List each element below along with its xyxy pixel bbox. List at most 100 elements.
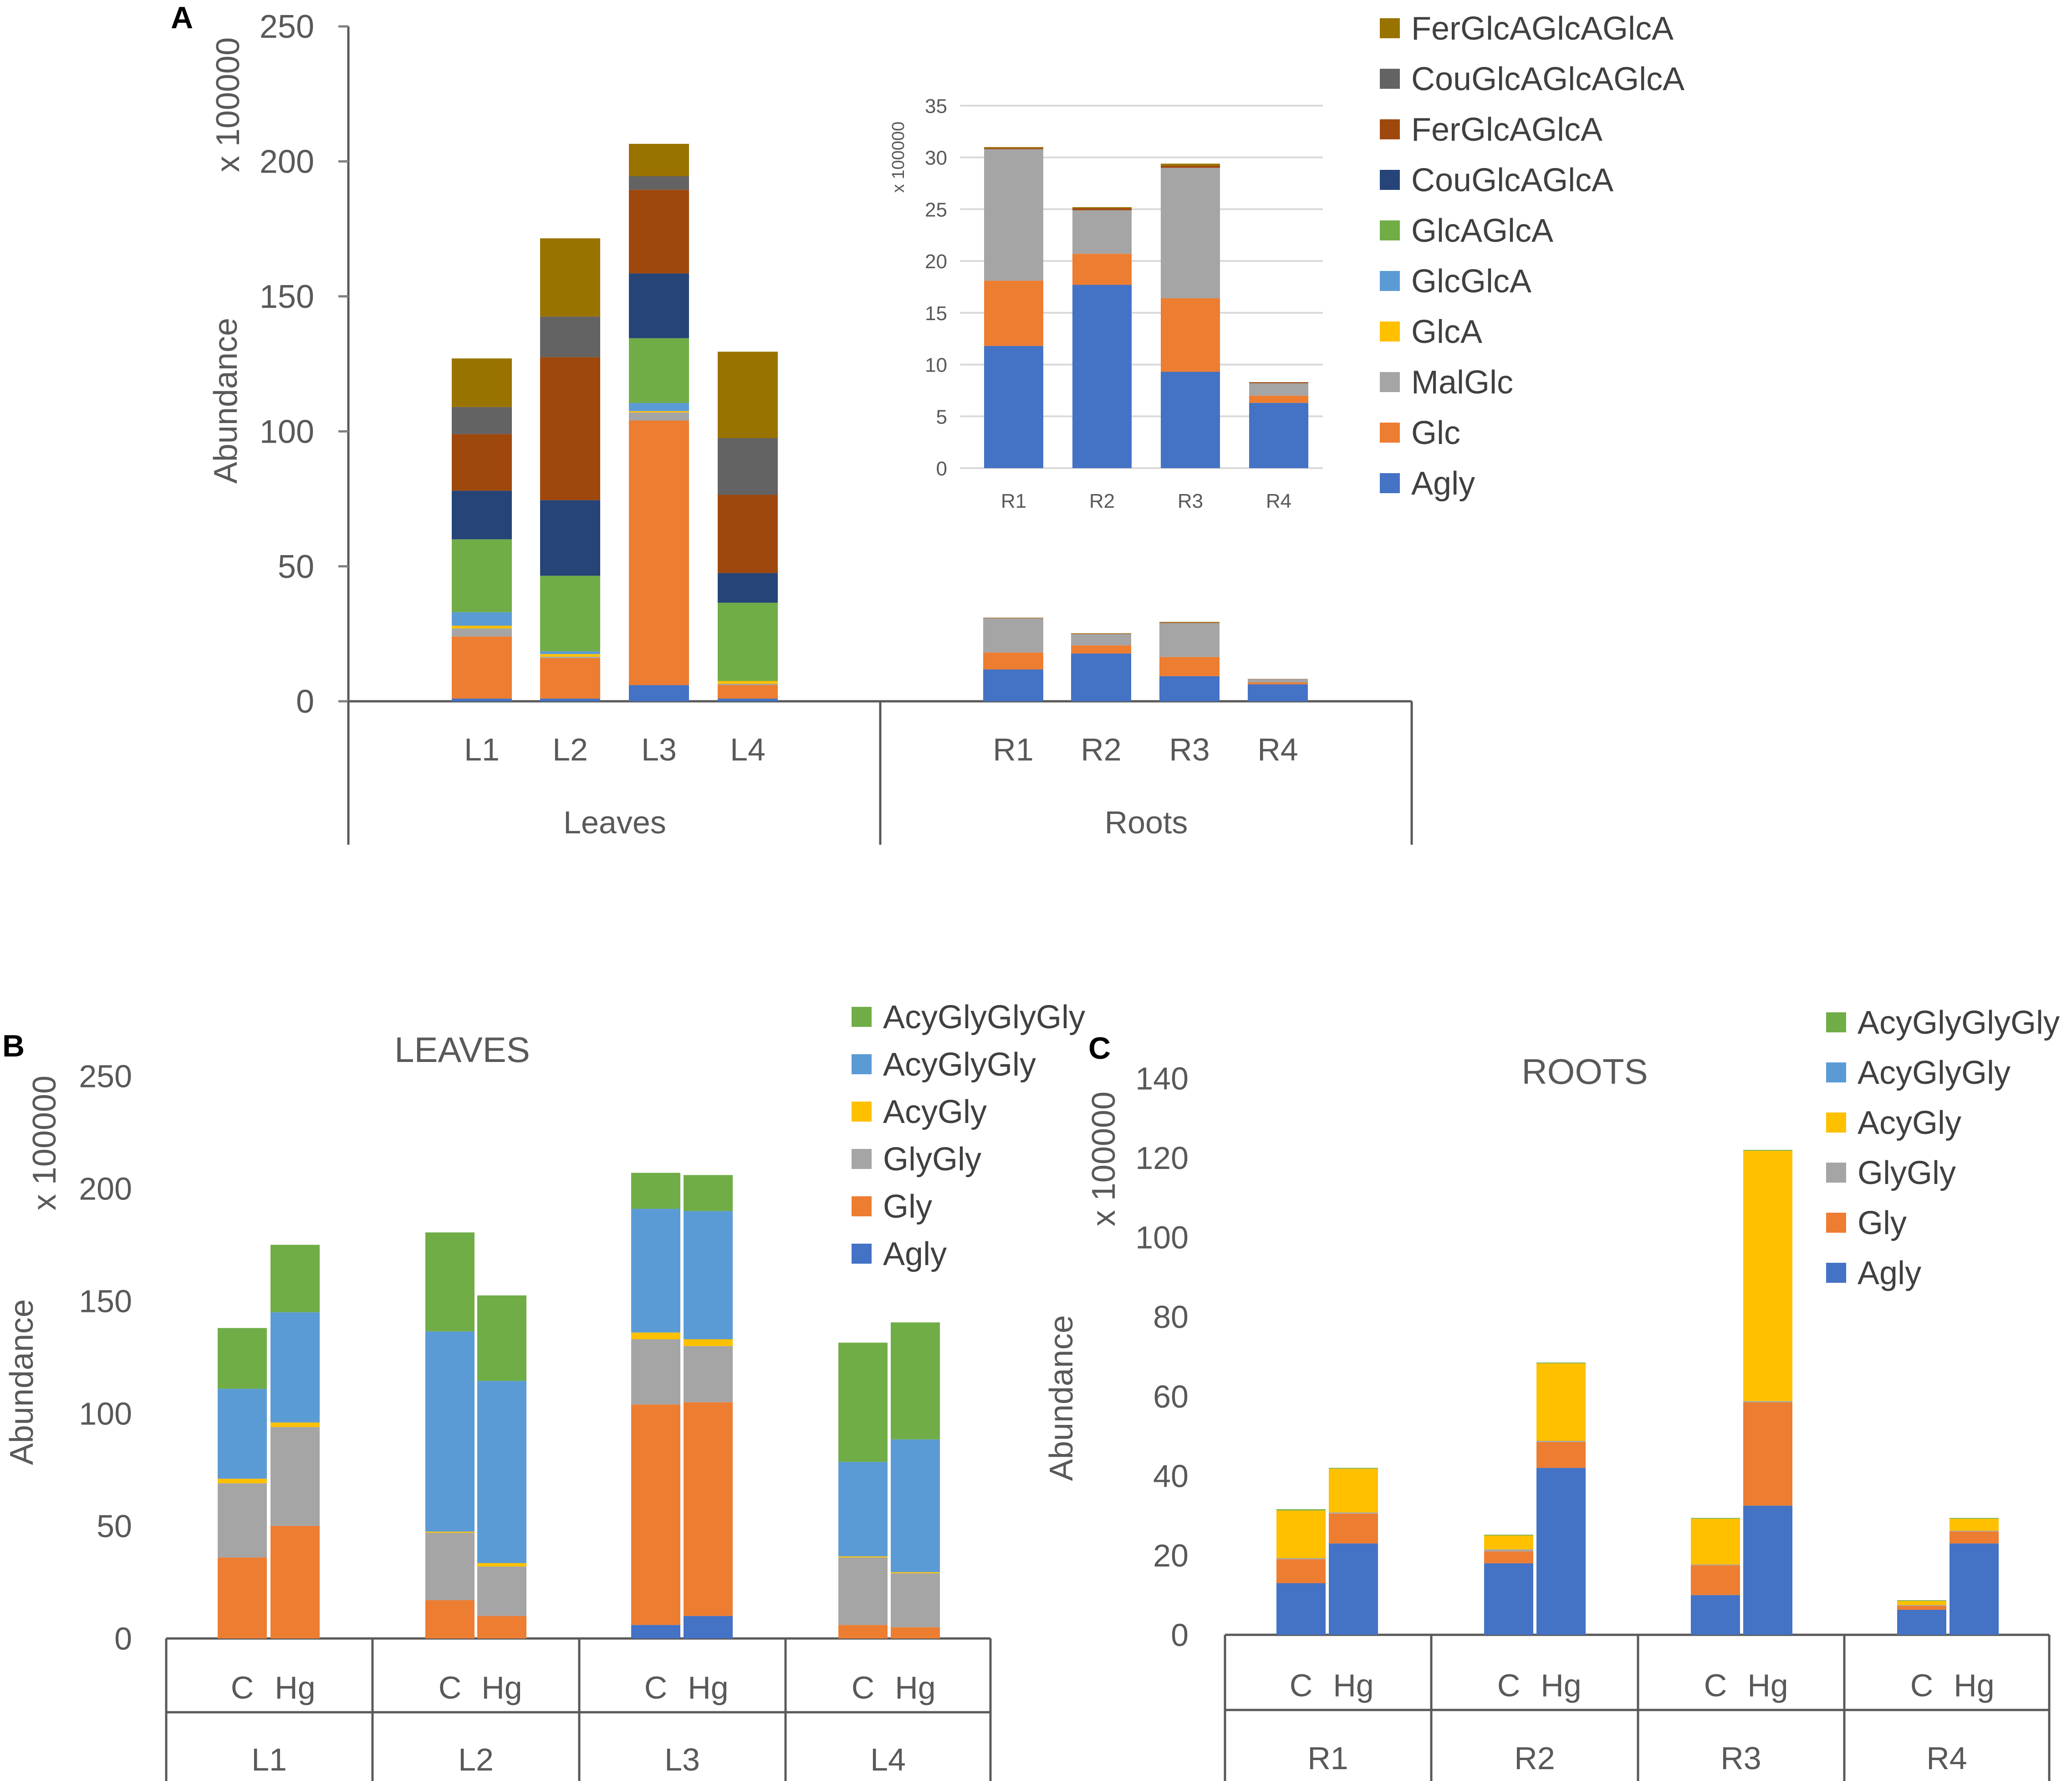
- b-bar-Gly: [684, 1402, 733, 1616]
- b-y-unit-label: x 100000: [26, 1076, 63, 1210]
- a-bar-FerGlcAGlcA: [718, 495, 778, 573]
- b-bar-Gly: [477, 1616, 526, 1638]
- a-bar-GlcGlcA: [540, 651, 600, 654]
- a-y-unit-label: x 100000: [210, 37, 246, 172]
- a-bar-CouGlcAGlcA: [629, 273, 689, 338]
- b-bar-GlyGly: [891, 1573, 940, 1628]
- b-group-label: L4: [870, 1742, 906, 1777]
- a-bar-FerGlcAGlcA: [629, 189, 689, 274]
- a-legend-swatch: [1380, 473, 1400, 493]
- c-legend-swatch: [1826, 1263, 1846, 1283]
- a-legend-label: Glc: [1411, 415, 1460, 451]
- b-bar-AcyGly: [891, 1572, 940, 1573]
- a-bar-FerGlcAGlcAGlcA: [983, 617, 1043, 618]
- a-bar-FerGlcAGlcAGlcA: [540, 238, 600, 317]
- a-inset-ytick-label: 10: [925, 354, 947, 377]
- c-legend-swatch: [1826, 1112, 1846, 1133]
- c-legend-swatch: [1826, 1163, 1846, 1183]
- a-x-tick-label: R1: [993, 732, 1033, 767]
- a-legend-swatch: [1380, 372, 1400, 392]
- c-bar-AcyGly: [1276, 1510, 1326, 1558]
- c-bar-Gly: [1536, 1442, 1586, 1468]
- a-inset-bar-FerGlcAGlcA: [984, 148, 1043, 149]
- c-y-axis-title: Abundance: [1043, 1315, 1080, 1481]
- b-bar-AcyGly: [631, 1332, 680, 1339]
- a-bar-Glc: [718, 685, 778, 699]
- c-bar-AcyGlyGlyGly: [1950, 1518, 1999, 1519]
- b-bar-AcyGlyGly: [684, 1211, 733, 1339]
- a-bar-Glc: [540, 658, 600, 699]
- b-x-tick-label: C: [852, 1670, 875, 1705]
- a-bar-MalGlc: [452, 628, 512, 637]
- b-bar-AcyGlyGly: [270, 1312, 320, 1423]
- a-inset-bar-FerGlcAGlcAGlcA: [1072, 207, 1132, 209]
- b-bar-AcyGlyGly: [425, 1331, 475, 1532]
- a-bar-GlcA: [629, 411, 689, 413]
- c-bar-GlyGly: [1276, 1558, 1326, 1560]
- b-bar-Gly: [838, 1625, 888, 1638]
- a-ytick-label: 0: [296, 684, 314, 720]
- a-legend-label: GlcAGlcA: [1411, 213, 1553, 249]
- b-bar-GlyGly: [477, 1566, 526, 1616]
- c-bar-Gly: [1950, 1531, 1999, 1544]
- c-ytick-label: 60: [1153, 1379, 1189, 1414]
- a-ytick-label: 150: [260, 279, 314, 315]
- a-inset-x-tick-label: R3: [1178, 490, 1203, 512]
- a-bar-Glc: [452, 636, 512, 699]
- a-legend-swatch: [1380, 271, 1400, 291]
- b-bar-AcyGly: [218, 1479, 267, 1484]
- a-ytick-label: 250: [260, 9, 314, 45]
- a-inset-bar-MalGlc: [984, 149, 1043, 281]
- a-inset-bar-MalGlc: [1072, 210, 1132, 254]
- a-bar-MalGlc: [540, 657, 600, 658]
- b-chart-title: LEAVES: [394, 1030, 530, 1070]
- b-bar-AcyGlyGlyGly: [425, 1232, 475, 1332]
- a-bar-Agly: [1248, 684, 1308, 701]
- a-bar-Glc: [629, 420, 689, 685]
- c-group-label: R4: [1926, 1740, 1967, 1776]
- panel-label-a: A: [171, 0, 193, 35]
- c-legend-swatch: [1826, 1012, 1846, 1032]
- a-legend-label: GlcGlcA: [1411, 263, 1531, 300]
- a-legend-swatch: [1380, 170, 1400, 190]
- a-legend-label: Agly: [1411, 465, 1475, 502]
- a-x-tick-label: L1: [464, 732, 500, 767]
- a-inset-x-tick-label: R4: [1266, 490, 1291, 512]
- c-bar-AcyGly: [1950, 1519, 1999, 1531]
- a-bar-Agly: [1071, 653, 1131, 701]
- b-bar-AcyGlyGlyGly: [891, 1322, 940, 1439]
- b-group-label: L1: [251, 1742, 287, 1777]
- c-bar-Agly: [1743, 1505, 1792, 1635]
- c-bar-Gly: [1743, 1402, 1792, 1506]
- b-bar-AcyGly: [838, 1556, 888, 1558]
- b-legend-label: Agly: [883, 1236, 947, 1272]
- a-bar-FerGlcAGlcAGlcA: [452, 358, 512, 407]
- a-inset-bar-Glc: [1249, 395, 1308, 403]
- a-bar-Glc: [1071, 645, 1131, 654]
- a-bar-MalGlc: [1159, 623, 1220, 657]
- c-legend-label: AcyGly: [1858, 1105, 1961, 1141]
- b-bar-Gly: [218, 1557, 267, 1638]
- a-bar-CouGlcAGlcAGlcA: [718, 438, 778, 495]
- c-x-tick-label: Hg: [1333, 1668, 1373, 1703]
- a-inset-bar-MalGlc: [1161, 168, 1220, 299]
- a-legend-swatch: [1380, 220, 1400, 240]
- a-bar-CouGlcAGlcAGlcA: [629, 176, 689, 190]
- a-inset-ytick-label: 25: [925, 199, 947, 221]
- a-bar-Agly: [452, 699, 512, 701]
- panel-label-b: B: [2, 1029, 25, 1063]
- b-ytick-label: 50: [97, 1509, 132, 1544]
- b-bar-AcyGlyGly: [631, 1209, 680, 1333]
- c-x-tick-label: C: [1497, 1668, 1521, 1703]
- b-bar-AcyGlyGlyGly: [684, 1175, 733, 1211]
- a-bar-Glc: [1159, 657, 1220, 676]
- c-bar-Agly: [1276, 1583, 1326, 1635]
- b-group-label: L2: [458, 1742, 494, 1777]
- b-x-tick-label: C: [644, 1670, 668, 1705]
- a-x-tick-label: R2: [1081, 732, 1121, 767]
- a-bar-FerGlcAGlcAGlcA: [629, 143, 689, 177]
- b-bar-AcyGly: [270, 1422, 320, 1427]
- a-inset-y-unit-label: x 100000: [889, 122, 908, 193]
- b-legend-label: Gly: [883, 1189, 932, 1225]
